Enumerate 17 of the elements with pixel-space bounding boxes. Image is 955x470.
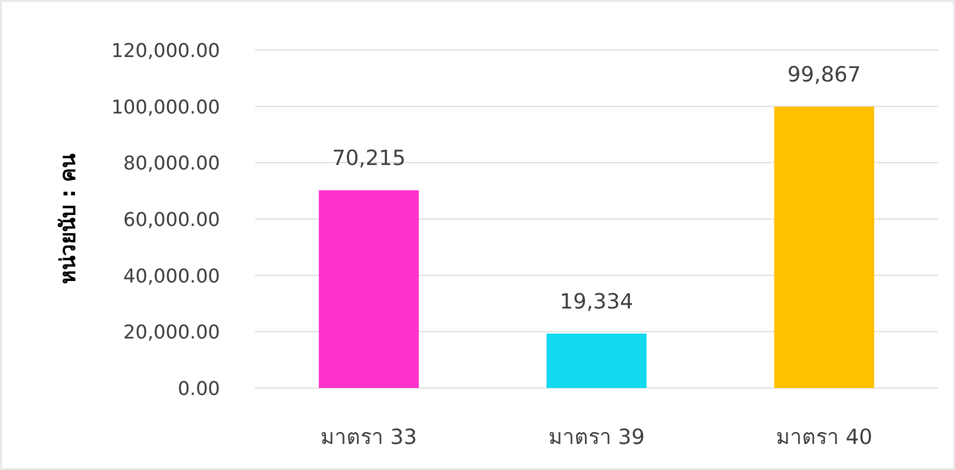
bar <box>546 334 646 388</box>
bar <box>774 106 874 388</box>
y-tick-label: 60,000.00 <box>123 209 220 231</box>
data-label: 99,867 <box>787 62 861 87</box>
y-tick-label: 100,000.00 <box>111 96 220 118</box>
y-tick-label: 20,000.00 <box>123 322 220 344</box>
y-tick-label: 120,000.00 <box>111 40 220 62</box>
y-tick-label: 0.00 <box>178 378 220 400</box>
y-axis-title: หน่วยนับ : คน <box>56 152 80 284</box>
data-label: 70,215 <box>332 146 406 170</box>
y-tick-label: 40,000.00 <box>123 265 220 288</box>
y-tick-label: 80,000.00 <box>123 152 220 175</box>
bar <box>318 190 419 388</box>
x-tick-label: มาตรา 39 <box>548 425 645 449</box>
data-label: 19,334 <box>560 290 634 314</box>
x-tick-label: มาตรา 40 <box>776 425 872 449</box>
x-tick-label: มาตรา 33 <box>320 425 418 449</box>
